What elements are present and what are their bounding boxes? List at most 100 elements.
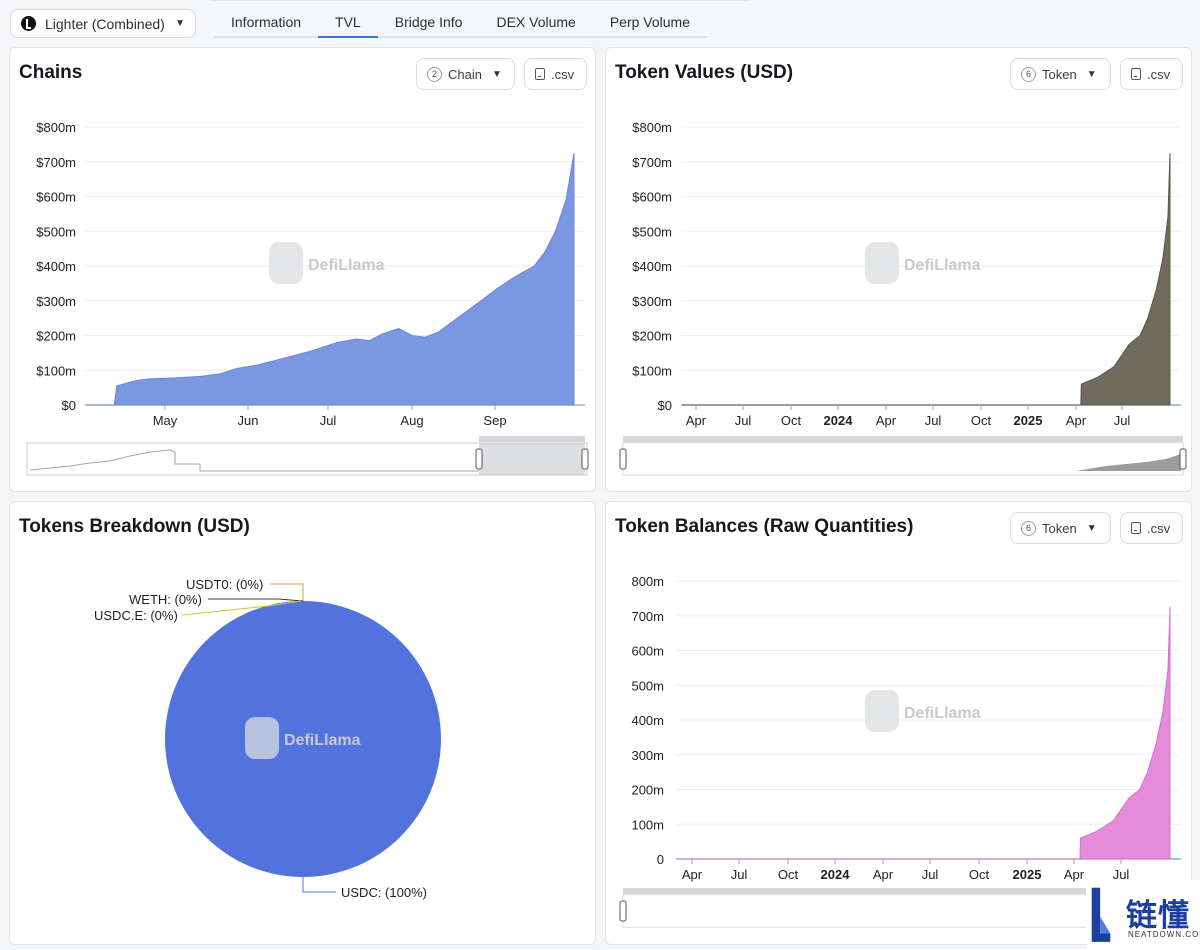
- zoom-slider-preview-area: [1076, 454, 1181, 471]
- token-selector-button[interactable]: 6 Token ▼: [1010, 58, 1111, 90]
- tab-perp-volume[interactable]: Perp Volume: [609, 14, 690, 30]
- brand-domain: NEATDOWN.COM: [1128, 930, 1200, 939]
- x-tick-label: Apr: [1064, 867, 1085, 882]
- brand-name: 链懂: [1126, 898, 1190, 934]
- y-tick-label: 400m: [631, 713, 664, 728]
- x-tick-label: Jul: [735, 413, 752, 428]
- file-icon: [1131, 68, 1141, 80]
- chains-chart: $0 $100m $200m $300m $400m $500m $600m $700m $80…: [26, 120, 589, 476]
- top-bar: Lighter (Combined) ▼ Information TVL Bri…: [0, 0, 1200, 46]
- y-tick-label: 600m: [631, 644, 664, 659]
- x-tick-label: Apr: [1066, 413, 1087, 428]
- zoom-slider-left-handle: [475, 448, 483, 470]
- y-tick-label: 200m: [631, 783, 664, 798]
- chevron-down-icon: ▼: [175, 18, 185, 29]
- tab-tvl[interactable]: TVL: [318, 8, 378, 38]
- y-tick-label: $300m: [632, 294, 672, 309]
- selected-count-badge: 6: [1021, 520, 1036, 536]
- y-tick-label: 500m: [631, 678, 664, 693]
- tab-information[interactable]: Information: [231, 14, 302, 30]
- y-tick-label: $800m: [36, 120, 76, 135]
- token-values-chart: $0 $100m $200m $300m $400m $500m $600m $700m $80…: [619, 120, 1187, 476]
- panel-title: Token Balances (Raw Quantities): [615, 516, 914, 537]
- pie-label-weth: WETH: (0%): [129, 592, 202, 607]
- x-tick-label: Apr: [682, 867, 703, 882]
- defillama-watermark-icon: [865, 242, 899, 284]
- y-tick-label: $500m: [632, 224, 672, 239]
- y-tick-label: $400m: [36, 259, 76, 274]
- x-tick-label: Oct: [778, 867, 799, 882]
- x-tick-label: Sep: [483, 413, 506, 428]
- panel-title: Tokens Breakdown (USD): [19, 516, 250, 537]
- chains-panel: Chains 2 Chain ▼ .csv $0 $100m $200m $300m $…: [9, 47, 596, 492]
- series-area: [85, 153, 575, 406]
- y-tick-label: $300m: [36, 294, 76, 309]
- x-tick-label: Jul: [320, 413, 337, 428]
- pie-label-usdc: USDC: (100%): [341, 885, 427, 900]
- token-balances-panel: Token Balances (Raw Quantities) 6 Token …: [605, 501, 1192, 945]
- token-balances-chart: 0 100m 200m 300m 400m 500m 600m 700m 800m Apr Jul O…: [619, 574, 1187, 928]
- zoom-slider-right-handle: [1179, 448, 1187, 470]
- csv-label: .csv: [1147, 520, 1171, 536]
- zoom-slider-handle-bar: [479, 436, 585, 442]
- tab-dex-volume[interactable]: DEX Volume: [496, 14, 576, 30]
- pie-label-usdt0: USDT0: (0%): [186, 577, 263, 592]
- file-icon: [1131, 522, 1141, 534]
- x-tick-label: 2024: [821, 867, 851, 882]
- series-area: [678, 607, 1171, 860]
- csv-download-button[interactable]: .csv: [1120, 512, 1183, 544]
- csv-download-button[interactable]: .csv: [524, 58, 587, 90]
- selector-label: Token: [1042, 66, 1077, 82]
- x-tick-label: Jul: [1114, 413, 1131, 428]
- y-tick-label: $0: [62, 398, 76, 413]
- x-tick-label: Oct: [969, 867, 990, 882]
- protocol-logo-icon: [21, 16, 36, 31]
- tab-bridge-info[interactable]: Bridge Info: [394, 14, 463, 30]
- y-tick-label: $600m: [36, 190, 76, 205]
- y-tick-label: $700m: [36, 155, 76, 170]
- defillama-watermark-icon: [269, 242, 303, 284]
- x-tick-label: Jul: [1113, 867, 1130, 882]
- x-tick-label: Oct: [971, 413, 992, 428]
- token-values-panel: Token Values (USD) 6 Token ▼ .csv $0 $100…: [605, 47, 1192, 492]
- x-tick-label: Aug: [400, 413, 423, 428]
- y-tick-label: $0: [658, 398, 672, 413]
- pie-callout-line: [181, 600, 302, 616]
- chain-selector-button[interactable]: 2 Chain ▼: [416, 58, 515, 90]
- file-icon: [535, 68, 545, 80]
- y-tick-label: $700m: [632, 155, 672, 170]
- y-tick-label: $600m: [632, 190, 672, 205]
- selector-label: Chain: [448, 66, 482, 82]
- y-tick-label: $400m: [632, 259, 672, 274]
- x-tick-label: 2025: [1013, 867, 1042, 882]
- x-tick-label: May: [153, 413, 178, 428]
- tabs-divider: [210, 0, 750, 1]
- chevron-down-icon: ▼: [1086, 522, 1097, 534]
- defillama-watermark: DefiLlama: [284, 732, 361, 749]
- x-tick-label: Apr: [873, 867, 894, 882]
- defillama-watermark-icon: [245, 717, 279, 759]
- pie-callout-line: [302, 877, 336, 893]
- zoom-slider-handle-bar: [623, 436, 1183, 442]
- x-tick-label: Jul: [731, 867, 748, 882]
- y-tick-label: $800m: [632, 120, 672, 135]
- protocol-selector[interactable]: Lighter (Combined) ▼: [10, 9, 196, 38]
- x-tick-label: Jul: [922, 867, 939, 882]
- pie-slice-usdc: [165, 601, 441, 877]
- csv-download-button[interactable]: .csv: [1120, 58, 1183, 90]
- x-tick-label: 2025: [1014, 413, 1043, 428]
- y-tick-label: 800m: [631, 574, 664, 589]
- csv-label: .csv: [551, 66, 575, 82]
- y-tick-label: $500m: [36, 224, 76, 239]
- token-selector-button[interactable]: 6 Token ▼: [1010, 512, 1111, 544]
- pie-callout-line: [208, 598, 304, 602]
- series-area: [682, 153, 1171, 406]
- tab-bar: Information TVL Bridge Info DEX Volume P…: [214, 8, 707, 38]
- x-tick-label: 2024: [824, 413, 854, 428]
- panel-title: Chains: [19, 62, 83, 83]
- x-tick-label: Oct: [781, 413, 802, 428]
- brand-logo-icon: [1091, 887, 1111, 942]
- tokens-breakdown-panel: Tokens Breakdown (USD) DefiLlama USDT0: (…: [9, 501, 596, 945]
- panel-title: Token Values (USD): [615, 62, 794, 83]
- selected-count-badge: 2: [427, 66, 442, 82]
